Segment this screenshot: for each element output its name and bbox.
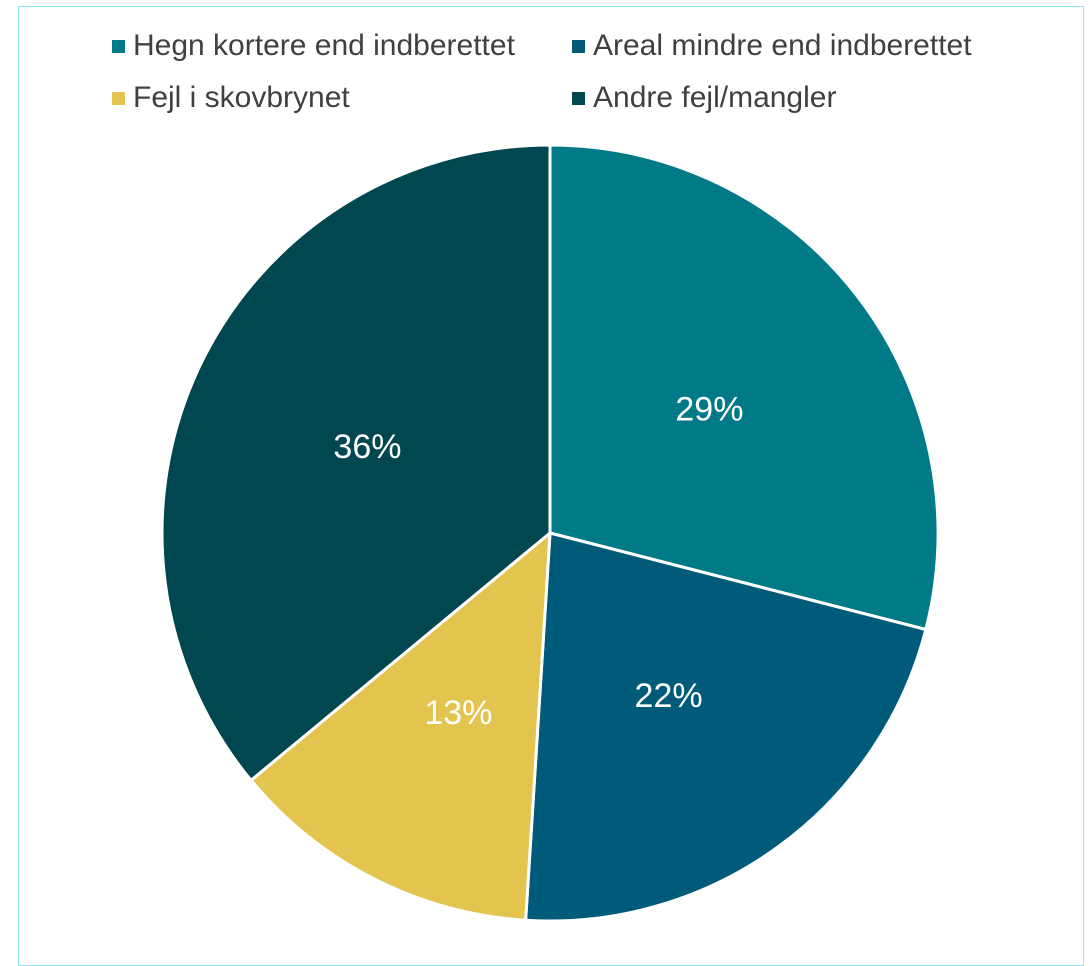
legend-label: Andre fejl/mangler [593,81,837,114]
legend-item-fejl-skovbrynet: Fejl i skovbrynet [112,78,572,118]
pie-slice-andre-fejl [160,143,552,782]
legend-label: Areal mindre end indberettet [593,29,972,62]
pie-chart: 29% 22% 13% 36% [160,143,940,923]
pie-slices [160,143,940,923]
legend-item-hegn-kortere: Hegn kortere end indberettet [112,26,572,66]
pie-slice-areal-mindre [524,531,928,923]
chart-legend: Hegn kortere end indberettet Areal mindr… [112,26,1012,118]
legend-item-areal-mindre: Areal mindre end indberettet [572,26,1012,66]
pie-value-label-fejl-skovbrynet: 13% [424,694,492,732]
pie-value-label-hegn-kortere: 29% [675,390,743,428]
legend-item-andre-fejl: Andre fejl/mangler [572,78,1012,118]
pie-value-label-areal-mindre: 22% [635,677,703,715]
legend-label: Hegn kortere end indberettet [133,29,515,62]
pie-value-labels: 29% 22% 13% 36% [333,390,743,731]
legend-swatch-square-icon [572,91,585,105]
pie-slice-fejl-skovbrynet [249,531,552,922]
legend-label: Fejl i skovbrynet [133,81,350,114]
pie-value-label-andre-fejl: 36% [333,428,401,466]
legend-swatch-square-icon [112,91,125,105]
legend-swatch-square-icon [572,39,585,53]
legend-swatch-square-icon [112,39,125,53]
pie-slice-hegn-kortere [548,143,940,631]
